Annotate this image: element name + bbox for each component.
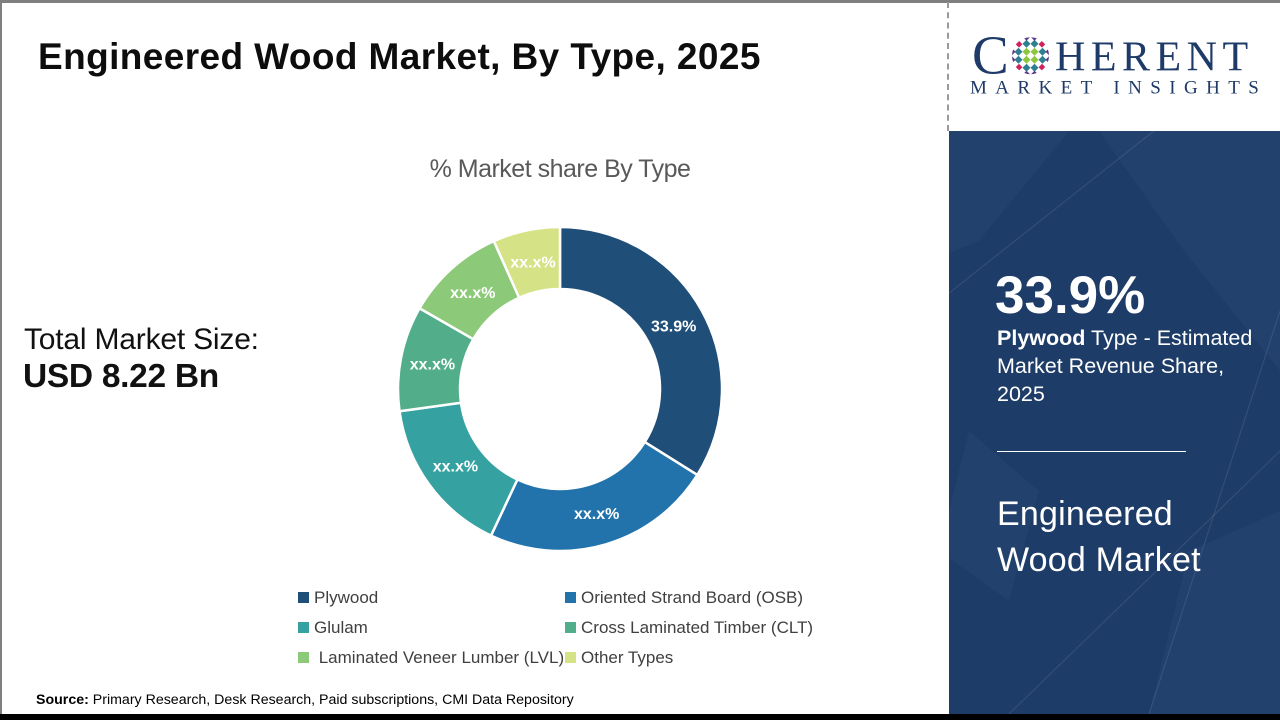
- svg-text:HERENT: HERENT: [1055, 35, 1254, 81]
- svg-text:xx.x%: xx.x%: [433, 459, 478, 476]
- svg-text:xx.x%: xx.x%: [450, 285, 495, 302]
- svg-text:xx.x%: xx.x%: [574, 506, 619, 523]
- svg-text:C: C: [972, 25, 1009, 86]
- svg-text:33.9%: 33.9%: [651, 319, 696, 336]
- svg-text:xx.x%: xx.x%: [510, 254, 555, 271]
- svg-text:xx.x%: xx.x%: [410, 357, 455, 374]
- svg-text:MARKET INSIGHTS: MARKET INSIGHTS: [970, 78, 1267, 99]
